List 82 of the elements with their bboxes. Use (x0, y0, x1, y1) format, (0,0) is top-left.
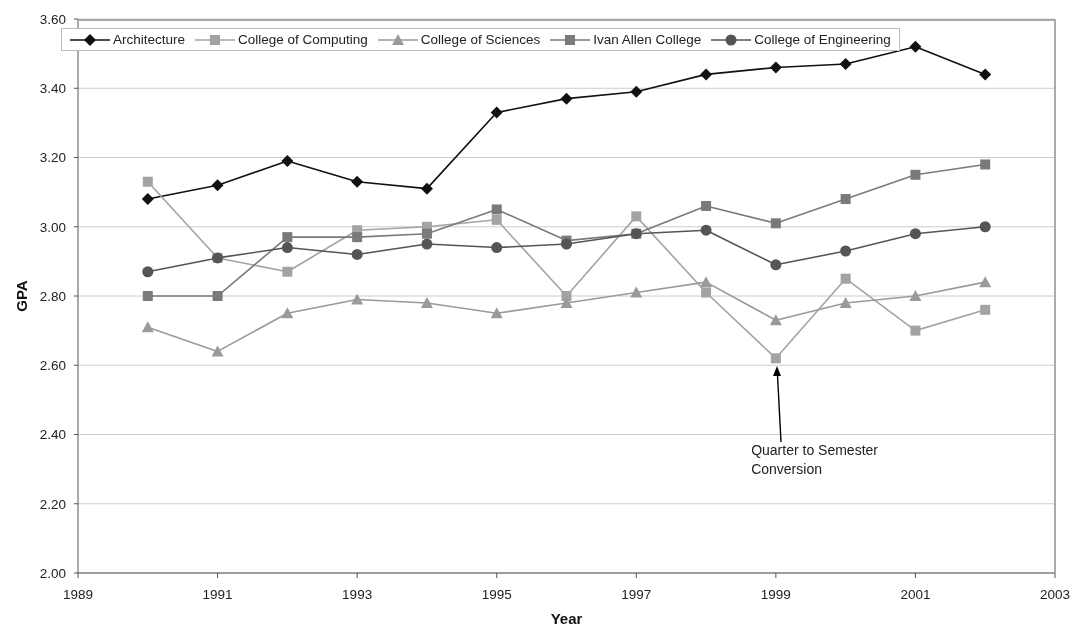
point (840, 194, 851, 205)
point (561, 238, 572, 250)
point (839, 58, 852, 71)
point (560, 92, 573, 105)
legend-label: College of Computing (238, 32, 368, 47)
point (979, 221, 991, 233)
point (630, 85, 643, 98)
point (980, 159, 991, 170)
point (281, 307, 294, 319)
point (840, 245, 852, 257)
point (421, 228, 432, 239)
y-tick-label: 2.00 (39, 565, 66, 581)
point (142, 176, 153, 187)
y-tick-label: 2.20 (39, 496, 66, 512)
point (420, 182, 433, 195)
point (211, 345, 224, 357)
point (212, 291, 223, 301)
y-tick-label: 3.60 (39, 11, 66, 27)
point (770, 353, 781, 364)
x-tick-label: 1989 (62, 586, 94, 602)
point (770, 218, 781, 229)
point (141, 321, 154, 333)
point (701, 287, 712, 298)
point (840, 273, 851, 284)
legend-label: Ivan Allen College (593, 32, 702, 47)
y-tick-label: 2.60 (39, 358, 66, 374)
point (490, 307, 503, 319)
legend-label: College of Sciences (420, 32, 541, 47)
point (282, 266, 293, 277)
y-tick-label: 3.40 (39, 81, 66, 97)
point (351, 175, 364, 188)
point (980, 304, 991, 315)
point (701, 200, 712, 211)
y-axis-title: GPA (13, 280, 31, 312)
point (420, 296, 433, 308)
legend-label: Architecture (113, 32, 186, 47)
x-tick-label: 1997 (621, 586, 652, 602)
point (142, 266, 154, 278)
point (700, 276, 713, 288)
point (910, 325, 921, 336)
point (421, 238, 433, 250)
y-tick-label: 3.00 (39, 219, 66, 235)
point (282, 232, 293, 243)
point (769, 314, 782, 326)
point (142, 291, 153, 301)
point (491, 242, 503, 254)
point (491, 214, 502, 225)
point (769, 61, 782, 74)
annotation: Quarter to Semester Conversion (751, 441, 879, 480)
point (211, 179, 224, 192)
y-tick-label: 3.20 (39, 150, 66, 166)
x-tick-label: 1993 (342, 586, 373, 602)
point (630, 286, 643, 298)
point (490, 106, 503, 119)
point (909, 290, 922, 301)
point (839, 296, 852, 308)
point (909, 40, 922, 53)
y-tick-label: 2.40 (39, 427, 66, 443)
point (561, 291, 572, 301)
x-tick-label: 1991 (202, 586, 233, 602)
point (351, 248, 363, 260)
x-tick-label: 1999 (760, 586, 791, 602)
point (979, 276, 992, 288)
point (770, 259, 782, 271)
point (700, 224, 712, 236)
point (909, 228, 921, 240)
point (979, 68, 992, 81)
legend-label: College of Engineering (754, 32, 891, 47)
point (281, 154, 294, 167)
x-tick-label: 1995 (481, 586, 512, 602)
point (281, 242, 293, 254)
point (491, 204, 502, 215)
point (700, 68, 713, 81)
point (352, 232, 363, 243)
x-tick-label: 2001 (900, 586, 931, 602)
point (141, 193, 154, 206)
y-tick-label: 2.80 (39, 288, 66, 304)
x-tick-label: 2003 (1039, 586, 1071, 602)
x-axis-title: Year (550, 610, 583, 627)
point (351, 293, 364, 305)
point (910, 169, 921, 180)
point (631, 211, 642, 222)
